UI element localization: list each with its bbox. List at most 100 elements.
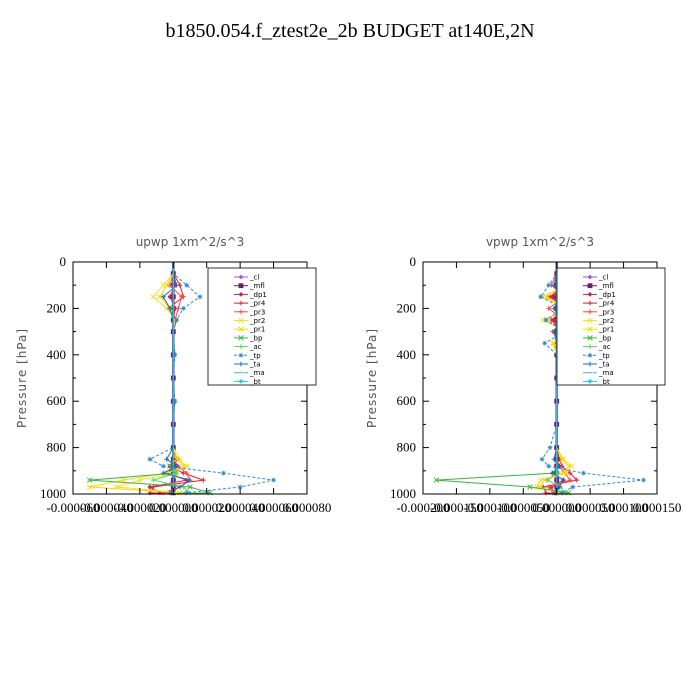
series-point-pr4	[548, 317, 554, 323]
figure-title: b1850.054.f_ztest2e_2b BUDGET at140E,2N	[165, 20, 535, 42]
legend-marker	[238, 274, 244, 280]
legend-marker	[587, 274, 593, 280]
x-tick-label: 0.000020	[182, 500, 231, 515]
x-tick-label: -0.000040	[80, 500, 133, 515]
legend-label: _ta	[249, 361, 261, 369]
legend-marker	[587, 361, 593, 367]
series-point-ta	[551, 456, 557, 462]
series-point-bp	[433, 477, 440, 483]
series-point-dp1	[147, 484, 153, 490]
legend-label: _tp	[249, 352, 261, 360]
series-point-ta	[187, 477, 193, 483]
series-point-ta	[160, 294, 166, 300]
series-point-pr2	[537, 477, 544, 483]
series-point-ta	[561, 477, 566, 483]
series-point-pr1	[163, 282, 170, 288]
series-point-pr1	[541, 477, 548, 483]
y-tick-label: 600	[47, 393, 67, 408]
legend-label: _pr4	[249, 300, 266, 308]
legend-marker	[238, 335, 244, 341]
series-point-tp	[172, 352, 178, 358]
series-point-pr3	[167, 282, 173, 288]
series-point-tp	[147, 456, 153, 462]
series-point-tp	[559, 490, 565, 496]
series-point-ta	[556, 484, 562, 490]
series-point-tp	[546, 463, 552, 469]
legend: _cl_mfl_dp1_pr4_pr3_pr2_pr1_bp_ac_tp_ta_…	[556, 267, 666, 386]
x-tick-label: 0.000000	[532, 500, 581, 515]
legend-label: _pr2	[249, 317, 265, 325]
legend-label: _bp	[598, 334, 612, 342]
x-tick-label: 0.000080	[283, 500, 332, 515]
series-point-ac	[174, 470, 180, 476]
x-tick-label: 0.000050	[566, 500, 615, 515]
series-point-pr4	[547, 294, 553, 300]
series-point-tp	[581, 470, 586, 476]
series-point-ac	[150, 477, 156, 483]
x-tick-label: -0.000150	[430, 500, 483, 515]
legend-marker	[587, 309, 593, 315]
y-tick-label: 800	[397, 440, 417, 455]
series-point-ac	[544, 477, 550, 483]
series-point-ta	[167, 306, 173, 311]
series-point-ta	[164, 456, 169, 462]
y-tick-label: 600	[397, 393, 417, 408]
legend-box	[556, 267, 666, 386]
series-point-dp1	[167, 294, 173, 300]
series-point-pr2	[150, 294, 156, 300]
y-tick-label: 200	[397, 300, 417, 315]
x-tick-label: -0.000060	[46, 500, 99, 515]
legend-label: _pr4	[598, 300, 615, 308]
series-point-pr3	[546, 484, 552, 490]
series-point-ta	[551, 306, 557, 311]
series-point-pr4	[567, 470, 573, 476]
legend-label: _ac	[598, 343, 611, 351]
series-point-pr1	[551, 340, 557, 346]
series-point-tp	[538, 294, 544, 300]
legend-label: _mfl	[249, 282, 265, 290]
legend-label: _pr2	[598, 317, 614, 325]
legend-marker	[238, 292, 244, 297]
series-point-pr4	[556, 456, 562, 462]
series-point-pr1	[173, 456, 180, 462]
legend-marker	[587, 335, 593, 341]
legend-marker	[587, 326, 593, 332]
y-tick-label: 800	[47, 440, 67, 455]
series-point-tp	[641, 477, 647, 483]
series-point-ta	[551, 329, 557, 334]
series-point-pr3	[184, 470, 190, 476]
legend-marker	[587, 292, 593, 297]
series-point-tp	[570, 484, 576, 490]
legend-label: _cl	[249, 274, 259, 282]
x-tick-label: 0.000100	[599, 500, 648, 515]
legend-label: _bt	[249, 378, 261, 386]
legend-marker	[238, 361, 244, 367]
series-point-tp	[197, 294, 203, 300]
y-axis-label: Pressure [hPa]	[365, 328, 379, 428]
legend-marker	[238, 379, 244, 384]
legend-label: _pr1	[598, 326, 614, 334]
x-tick-label: -0.000200	[396, 500, 449, 515]
legend-marker	[587, 300, 593, 306]
x-tick-label: 0.000000	[149, 500, 198, 515]
legend-marker	[238, 326, 244, 332]
legend-label: _bt	[598, 378, 610, 386]
legend-label: _pr3	[598, 308, 614, 316]
chart-panel-1: upwp 1xm^2/s^3 Pressure [hPa] 0 200 400 600 80…	[15, 235, 331, 515]
series-point-bp	[187, 484, 193, 490]
legend-label: _pr1	[249, 326, 265, 334]
y-tick-label: 400	[47, 347, 67, 362]
series-point-tp	[539, 456, 545, 462]
legend-marker	[587, 352, 593, 358]
series-point-ta	[160, 470, 166, 476]
x-tick-label: -0.000050	[497, 500, 550, 515]
series-point-pr1	[565, 463, 572, 469]
series-point-pr1	[559, 456, 565, 462]
legend-label: _ma	[598, 369, 614, 377]
legend-marker	[587, 379, 593, 384]
series-point-pr1	[86, 484, 93, 490]
series-point-pr1	[183, 463, 190, 469]
legend-label: _mfl	[598, 282, 614, 290]
series-point-pr3	[567, 477, 573, 483]
series-point-bp	[527, 484, 533, 490]
